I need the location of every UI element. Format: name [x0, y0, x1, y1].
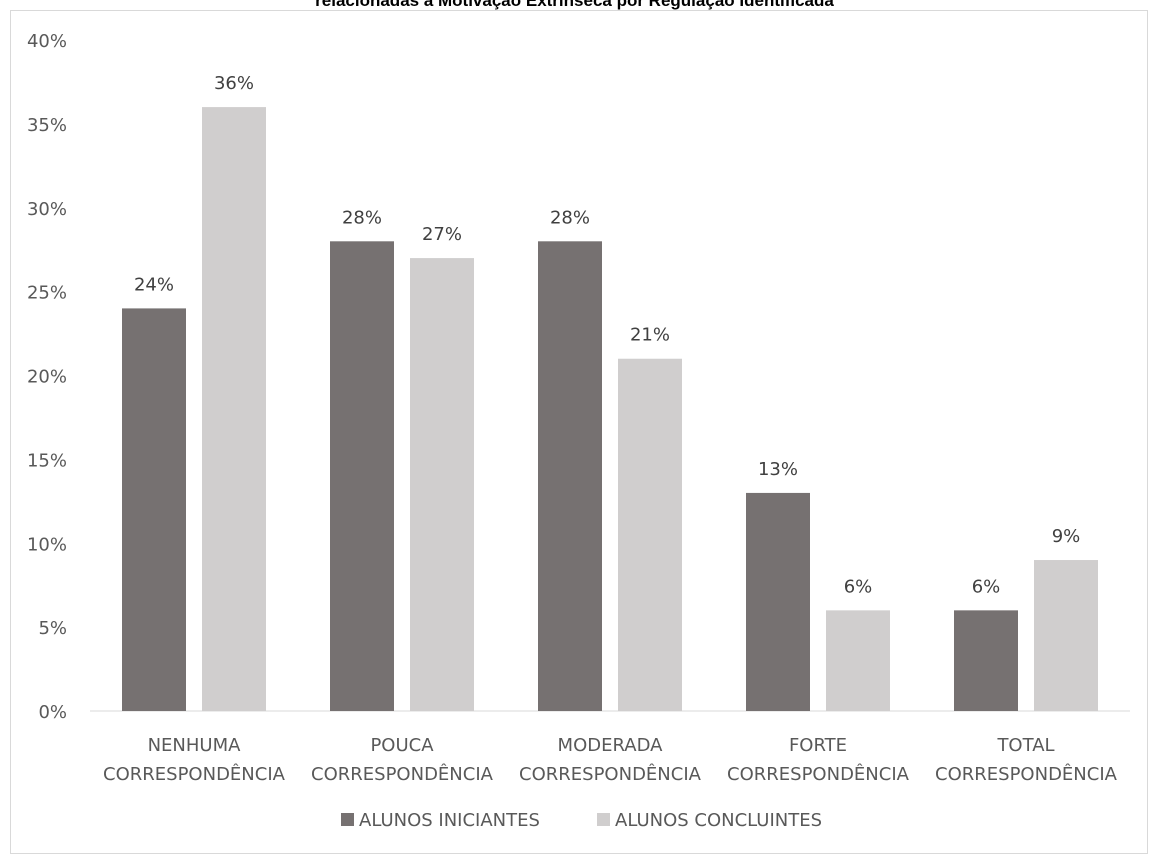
- x-tick-label: MODERADA: [558, 735, 664, 756]
- bar-iniciantes: [954, 610, 1018, 711]
- data-label: 6%: [844, 576, 873, 597]
- y-tick-label: 20%: [27, 367, 67, 388]
- y-tick-label: 35%: [27, 115, 67, 136]
- bar-iniciantes: [746, 492, 810, 711]
- y-tick-label: 15%: [27, 450, 67, 471]
- legend-label: ALUNOS CONCLUINTES: [615, 810, 822, 831]
- x-tick-label: CORRESPONDÊNCIA: [519, 763, 702, 785]
- bar-iniciantes: [122, 308, 186, 711]
- bar-iniciantes: [330, 241, 394, 712]
- y-tick-label: 40%: [27, 31, 67, 52]
- x-tick-label: CORRESPONDÊNCIA: [935, 763, 1118, 785]
- y-tick-label: 30%: [27, 199, 67, 220]
- chart-frame: [10, 10, 1148, 854]
- legend-label: ALUNOS INICIANTES: [359, 810, 540, 831]
- x-tick-label: CORRESPONDÊNCIA: [727, 763, 910, 785]
- legend: ALUNOS INICIANTES ALUNOS CONCLUINTES: [341, 810, 822, 831]
- bar-concluintes: [826, 610, 890, 711]
- x-tick-label: CORRESPONDÊNCIA: [311, 763, 494, 785]
- x-axis-labels: NENHUMA CORRESPONDÊNCIA POUCA CORRESPONDÊNC…: [103, 735, 1118, 785]
- bar-concluintes: [202, 107, 266, 712]
- bars: [122, 107, 1098, 712]
- data-label: 6%: [972, 576, 1001, 597]
- x-tick-label: NENHUMA: [148, 735, 242, 756]
- bar-concluintes: [1034, 560, 1098, 711]
- legend-swatch: [597, 813, 610, 826]
- chart-title: relacionadas à Motivação Extrínseca por …: [315, 0, 834, 10]
- y-axis-labels: 0% 5% 10% 15% 20% 25% 30% 35% 40%: [27, 31, 67, 723]
- data-label: 36%: [214, 73, 254, 94]
- data-label: 27%: [422, 224, 462, 245]
- y-tick-label: 10%: [27, 534, 67, 555]
- x-tick-label: POUCA: [370, 735, 434, 756]
- data-label: 9%: [1052, 526, 1081, 547]
- y-tick-label: 25%: [27, 283, 67, 304]
- bar-concluintes: [618, 358, 682, 711]
- bar-concluintes: [410, 258, 474, 711]
- y-tick-label: 0%: [38, 702, 67, 723]
- x-tick-label: FORTE: [789, 735, 847, 756]
- data-label: 24%: [134, 274, 174, 295]
- x-tick-label: TOTAL: [996, 735, 1054, 756]
- y-tick-label: 5%: [38, 618, 67, 639]
- bar-iniciantes: [538, 241, 602, 712]
- data-labels: 24% 36% 28% 27% 28% 21% 13% 6% 6% 9%: [134, 73, 1080, 597]
- x-tick-label: CORRESPONDÊNCIA: [103, 763, 286, 785]
- legend-swatch: [341, 813, 354, 826]
- data-label: 28%: [342, 207, 382, 228]
- data-label: 21%: [630, 325, 670, 346]
- data-label: 13%: [758, 459, 798, 480]
- data-label: 28%: [550, 207, 590, 228]
